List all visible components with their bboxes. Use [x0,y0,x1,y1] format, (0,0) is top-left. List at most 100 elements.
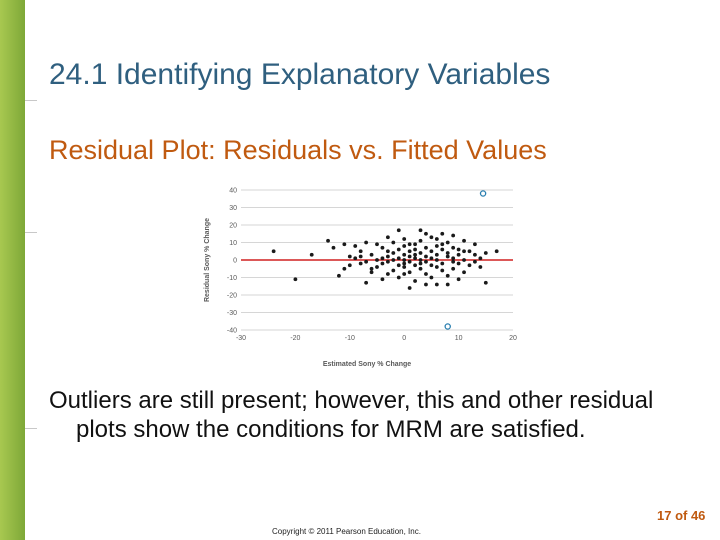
data-point [413,247,417,252]
copyright-notice: Copyright © 2011 Pearson Education, Inc. [272,527,421,536]
data-point [462,238,466,243]
data-point [364,280,369,285]
y-tick-label: -40 [227,328,237,335]
x-tick-label: -10 [345,335,355,342]
data-point [396,275,401,280]
data-point [380,256,385,261]
data-point [456,261,461,266]
data-point [413,256,417,261]
divider-mark [25,100,37,101]
y-tick-label: 20 [229,223,237,230]
data-point [331,245,336,250]
data-point [451,259,456,264]
data-point [429,249,434,254]
data-point [407,249,412,254]
data-point [424,272,428,276]
data-point [385,235,390,240]
data-point [380,277,385,282]
data-point [358,249,363,254]
data-point [418,238,423,243]
sidebar-accent-bar [0,0,25,540]
y-tick-label: 30 [229,205,237,212]
data-point [456,247,461,252]
data-point [309,252,314,257]
y-tick-label: 40 [229,188,237,195]
data-point [347,254,352,259]
data-point [473,259,477,264]
data-point [413,263,417,268]
y-tick-label: -30 [227,310,237,317]
data-point [402,237,407,241]
data-point [418,251,423,255]
data-point [478,265,483,269]
data-point [473,252,477,257]
data-point [440,261,445,266]
body-text: Outliers are still present; however, thi… [49,387,654,443]
data-point [402,272,407,276]
data-point [385,249,390,254]
data-point [429,256,434,261]
data-point [385,259,390,264]
x-tick-label: 10 [455,335,463,342]
data-point [440,231,445,236]
page-number: 17 of 46 [657,508,706,523]
y-tick-label: 10 [229,240,237,247]
data-point [424,259,428,264]
data-point [462,249,466,254]
data-point [429,275,434,280]
data-point [467,263,472,268]
x-tick-label: -20 [290,335,300,342]
x-axis-title: Estimated Sony % Change [323,361,411,368]
data-point [407,242,412,247]
data-point [483,251,488,255]
data-point [358,261,363,266]
data-point [429,263,434,268]
data-point [407,259,412,264]
data-point [391,251,396,255]
data-point [369,266,374,271]
data-point [413,242,417,247]
outlier-point [444,323,451,330]
data-point [375,258,379,262]
data-point [494,249,499,254]
data-point [451,245,456,250]
data-point [402,261,407,266]
data-point [473,242,477,247]
slide-title: 24.1 Identifying Explanatory Variables [49,58,551,91]
data-point [418,261,423,266]
data-point [440,268,445,273]
data-point [385,254,390,259]
data-point [445,251,450,255]
data-point [467,249,472,254]
data-point [445,240,450,245]
data-point [456,277,461,282]
data-point [391,268,396,273]
data-point [429,235,434,240]
data-point [369,252,374,257]
data-point [364,259,369,264]
data-point [380,261,385,266]
data-point [375,265,379,269]
outlier-point [479,190,487,197]
data-point [418,228,423,233]
data-point [424,254,428,259]
data-point [451,233,456,238]
data-point [402,265,407,269]
x-tick-label: 20 [509,335,517,342]
data-point [424,282,428,287]
data-point [451,266,456,271]
data-point [418,258,423,262]
x-tick-label: 0 [402,335,406,342]
data-point [396,263,401,268]
data-point [451,256,456,261]
data-point [402,252,407,257]
data-point [478,256,483,261]
data-point [391,240,396,245]
data-point [358,254,363,259]
data-point [445,273,450,278]
data-point [353,256,358,261]
data-point [456,252,461,257]
data-point [364,240,369,245]
data-point [407,254,412,259]
data-point [396,256,401,261]
